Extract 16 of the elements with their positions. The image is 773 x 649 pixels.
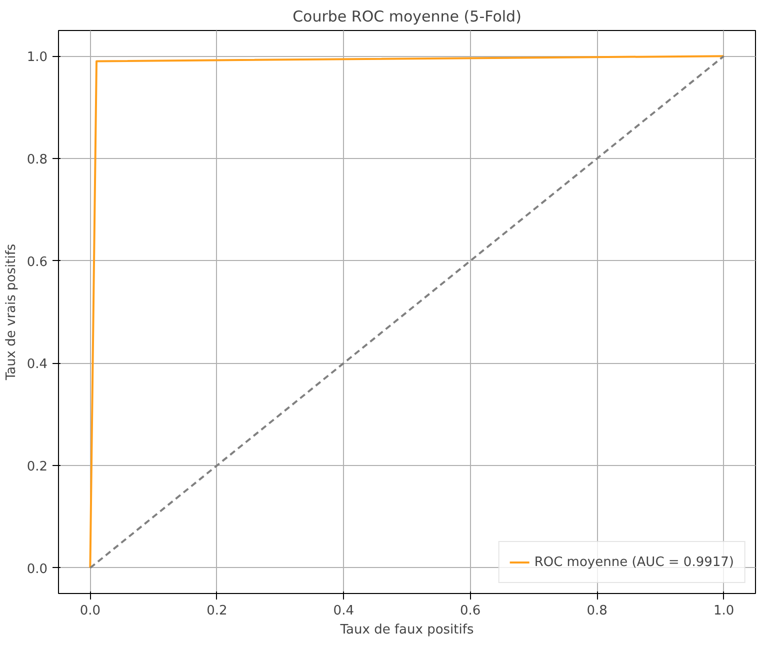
y-tick-label: 0.8 <box>26 152 48 168</box>
x-tick-label: 0.2 <box>206 604 228 618</box>
y-tick-label: 0.0 <box>26 562 48 577</box>
x-tick-label: 0.0 <box>80 604 101 618</box>
y-tick-label: 0.2 <box>26 460 48 475</box>
x-tick-label: 1.0 <box>713 604 734 618</box>
y-tick-label: 0.6 <box>26 254 48 270</box>
y-tick-label: 1.0 <box>26 50 48 66</box>
y-tick-label: 0.4 <box>26 357 48 372</box>
x-tick-label: 0.6 <box>460 604 481 618</box>
x-tick-label: 0.8 <box>586 604 608 618</box>
y-axis-title: Taux de vrais positifs <box>4 244 19 382</box>
x-axis-title: Taux de faux positifs <box>339 622 474 638</box>
legend-label: ROC moyenne (AUC = 0.9917) <box>534 554 734 570</box>
x-tick-label: 0.4 <box>333 604 354 618</box>
chart-title: Courbe ROC moyenne (5-Fold) <box>292 8 522 26</box>
